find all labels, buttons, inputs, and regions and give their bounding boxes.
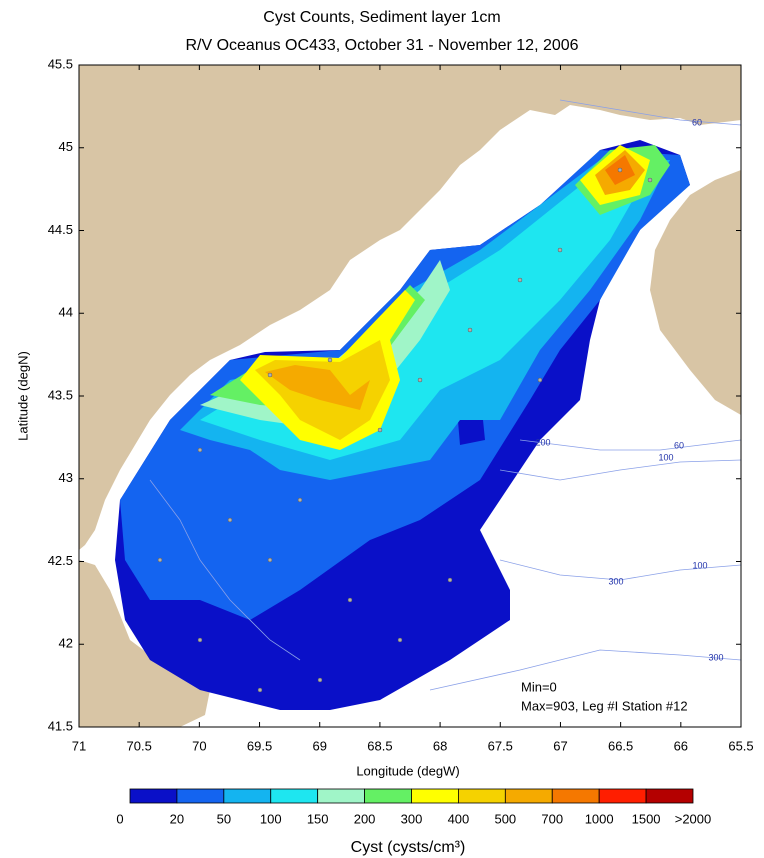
colorbar-box [504, 788, 553, 804]
y-tick-label: 43 [59, 470, 73, 485]
y-tick-label: 45 [59, 139, 73, 154]
colorbar-tick-label: 150 [307, 811, 329, 826]
colorbar-box [270, 788, 319, 804]
colorbar-box [645, 788, 694, 804]
y-tick-label: 45.5 [48, 56, 73, 71]
title: Cyst Counts, Sediment layer 1cm [263, 9, 500, 26]
colorbar-tick-label: 400 [448, 811, 470, 826]
y-tick-label: 43.5 [48, 387, 73, 402]
x-tick-label: 70 [192, 738, 206, 753]
land [79, 65, 741, 550]
colorbar-box [411, 788, 459, 804]
contour-label: 100 [658, 452, 673, 462]
contour-label: 300 [708, 652, 723, 662]
colorbar-tick-label: 100 [260, 811, 282, 826]
y-tick-label: 41.5 [48, 718, 73, 733]
contour-label: 100 [692, 560, 707, 570]
contour-line [519, 439, 741, 451]
colorbar-tick-label: 300 [401, 811, 423, 826]
x-axis-label: Longitude (degW) [356, 763, 459, 778]
colorbar-tick-label: 1500 [632, 811, 661, 826]
contour-line [559, 99, 741, 126]
contour-label: 60 [674, 440, 684, 450]
x-tick-label: 68.5 [367, 738, 392, 753]
colorbar-tick-label: 50 [217, 811, 231, 826]
colorbar-box [317, 788, 365, 804]
y-tick-label: 42 [59, 636, 73, 651]
colorbar-box [598, 788, 647, 804]
colorbar-tick-label: >2000 [675, 811, 712, 826]
land [79, 560, 210, 727]
x-tick-label: 69.5 [247, 738, 272, 753]
y-tick-label: 44 [59, 305, 73, 320]
colorbar-box [176, 788, 225, 804]
colorbar-box [551, 788, 600, 804]
annotation: Max=903, Leg #I Station #12 [521, 698, 688, 713]
contour-label: 300 [608, 576, 623, 586]
map-area [79, 65, 741, 727]
subtitle: R/V Oceanus OC433, October 31 - November… [185, 37, 578, 54]
colorbar-box [129, 788, 178, 804]
colorbar-box [458, 788, 506, 804]
colorbar-tick-label: 20 [170, 811, 184, 826]
annotation: Min=0 [521, 679, 557, 694]
x-tick-label: 70.5 [127, 738, 152, 753]
x-tick-label: 67.5 [488, 738, 513, 753]
contour-line [149, 479, 301, 661]
x-tick-label: 67 [553, 738, 567, 753]
contour-line [499, 559, 741, 581]
x-tick-label: 71 [72, 738, 86, 753]
y-tick-label: 42.5 [48, 553, 73, 568]
y-tick-label: 44.5 [48, 222, 73, 237]
x-tick-label: 65.5 [728, 738, 753, 753]
colorbar-box [364, 788, 412, 804]
contour-label: 200 [535, 437, 550, 447]
land [650, 170, 741, 415]
contour-line [499, 459, 741, 481]
contour-line [429, 649, 741, 691]
colorbar-box [223, 788, 272, 804]
colorbar-tick-label: 500 [494, 811, 516, 826]
x-tick-label: 68 [433, 738, 447, 753]
x-tick-label: 66 [674, 738, 688, 753]
colorbar-tick-label: 1000 [585, 811, 614, 826]
colorbar-tick-label: 200 [354, 811, 376, 826]
colorbar-label: Cyst (cysts/cm³) [351, 839, 466, 856]
colorbar-tick-label: 700 [541, 811, 563, 826]
colorbar-tick-label: 0 [116, 811, 123, 826]
contour-label: 60 [692, 117, 702, 127]
stations [157, 167, 653, 693]
x-tick-label: 66.5 [608, 738, 633, 753]
x-tick-label: 69 [312, 738, 326, 753]
y-axis-label: Latitude (degN) [15, 351, 30, 441]
contour-fill [265, 365, 370, 410]
